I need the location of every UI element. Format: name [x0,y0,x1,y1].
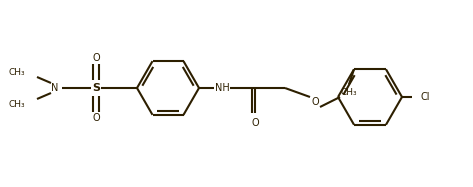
Text: CH₃: CH₃ [341,88,357,97]
Text: O: O [251,118,259,128]
Text: NH: NH [215,83,229,93]
Text: N: N [51,83,59,93]
Text: O: O [92,53,100,63]
Text: O: O [92,113,100,123]
Text: O: O [311,97,319,107]
Text: S: S [92,83,100,93]
Text: Cl: Cl [420,92,429,102]
Text: CH₃: CH₃ [9,99,25,108]
Text: CH₃: CH₃ [9,68,25,76]
